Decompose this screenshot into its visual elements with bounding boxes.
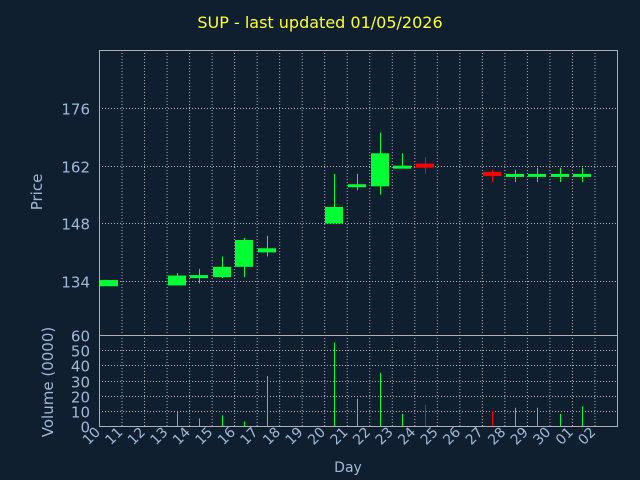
- candle-body: [258, 248, 276, 253]
- x-tick-label: 01: [553, 425, 577, 449]
- x-tick-label: 21: [328, 425, 352, 449]
- chart-title: SUP - last updated 01/05/2026: [197, 13, 443, 32]
- candle-body: [573, 173, 591, 177]
- candle-body: [551, 173, 569, 177]
- x-tick-label: 24: [395, 424, 419, 448]
- x-tick-label: 12: [125, 425, 149, 449]
- candle-body: [371, 153, 389, 187]
- x-axis-label: Day: [334, 460, 362, 476]
- x-tick-label: 16: [215, 424, 239, 448]
- x-tick-label: 15: [193, 425, 217, 449]
- candle-body: [213, 266, 231, 278]
- candle-body: [100, 280, 118, 287]
- candle-body: [416, 163, 434, 168]
- candle-body: [528, 173, 546, 177]
- price-tick-label: 148: [61, 216, 90, 234]
- frame-layer: [99, 50, 618, 427]
- candle-body: [168, 275, 186, 286]
- x-tick-label: 23: [373, 425, 397, 449]
- volume-tick-label: 10: [71, 404, 90, 422]
- candle-body: [325, 206, 343, 224]
- price-axis-label: Price: [28, 174, 46, 211]
- price-tick-label: 162: [61, 159, 90, 177]
- x-tick-label: 25: [418, 425, 442, 449]
- grid-layer: [99, 50, 618, 426]
- x-tick-label: 17: [238, 425, 262, 449]
- candle-body: [393, 165, 411, 169]
- x-tick-label: 27: [463, 425, 487, 449]
- candle-body: [483, 171, 501, 176]
- x-tick-label: 19: [283, 425, 307, 449]
- price-tick-label: 134: [61, 274, 90, 292]
- volume-axis-label: Volume (0000): [39, 327, 57, 437]
- volume-bars: [177, 342, 583, 426]
- x-tick-label: 22: [350, 425, 374, 449]
- price-candles: [100, 132, 591, 287]
- x-tick-label: 28: [485, 425, 509, 449]
- candle-body: [235, 240, 253, 267]
- plot-frame: [99, 50, 618, 427]
- x-tick-label: 18: [260, 425, 284, 449]
- x-tick-label: 11: [102, 425, 126, 449]
- x-tick-label: 13: [147, 425, 171, 449]
- volume-tick-label: 50: [71, 343, 90, 361]
- volume-tick-label: 30: [71, 374, 90, 392]
- x-tick-label: 02: [575, 425, 599, 449]
- x-tick-label: 14: [170, 424, 194, 448]
- volume-tick-label: 0: [80, 419, 90, 437]
- x-tick-label: 29: [508, 425, 532, 449]
- volume-tick-label: 60: [71, 328, 90, 346]
- volume-tick-label: 40: [71, 358, 90, 376]
- candle-body: [190, 275, 208, 279]
- candle-body: [348, 184, 366, 188]
- x-tick-label: 20: [305, 425, 329, 449]
- candle-body: [506, 173, 524, 177]
- x-tick-label: 26: [440, 424, 464, 448]
- price-tick-label: 176: [61, 101, 90, 119]
- volume-tick-label: 20: [71, 389, 90, 407]
- x-tick-label: 30: [530, 425, 554, 449]
